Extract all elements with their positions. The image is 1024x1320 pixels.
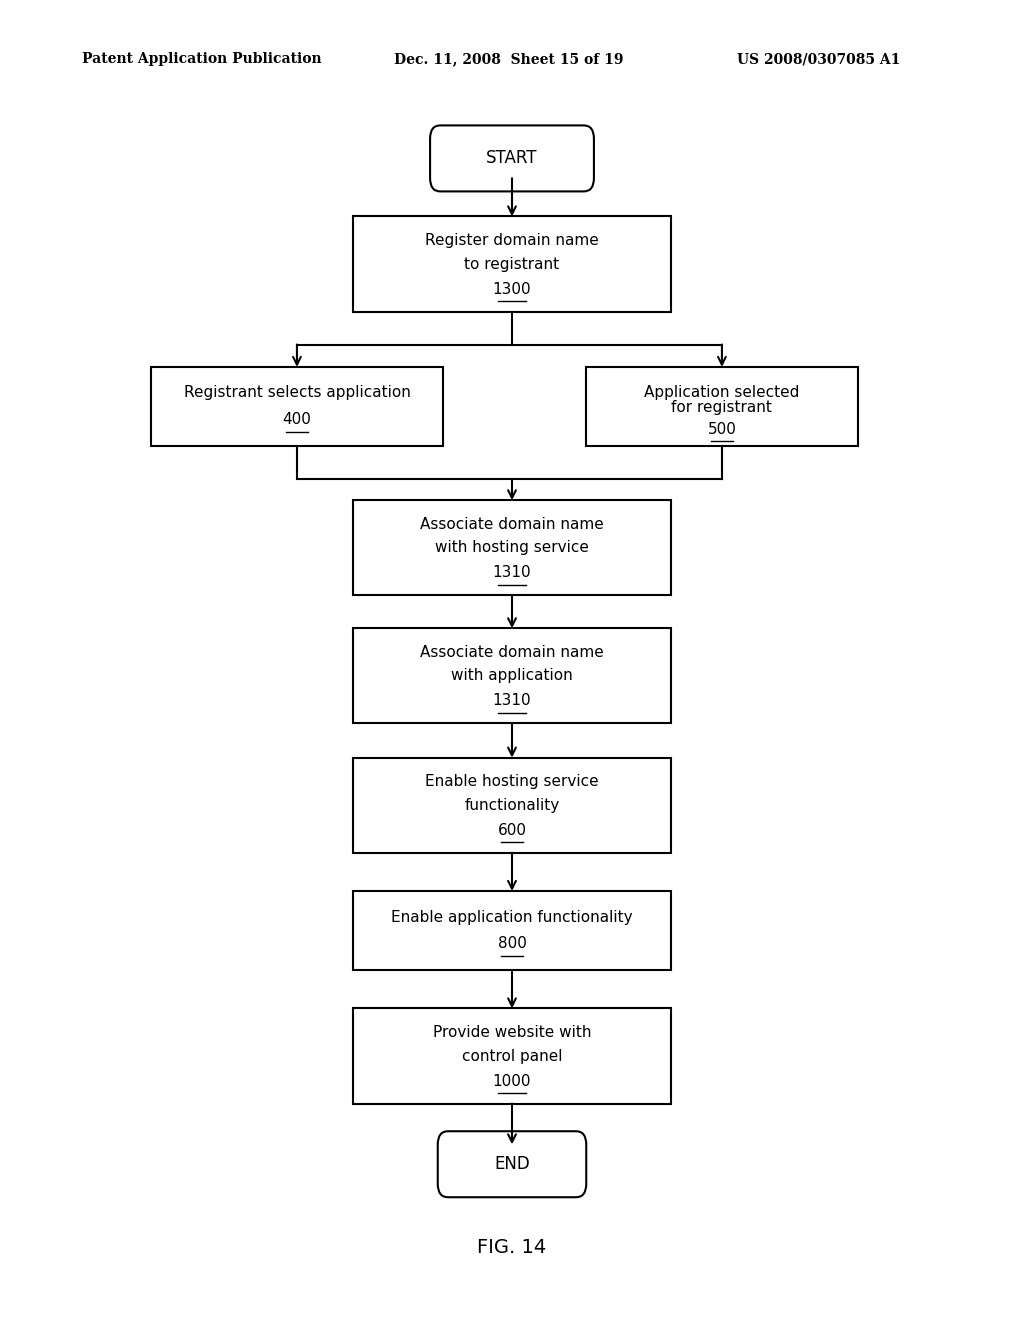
Text: for registrant: for registrant (672, 400, 772, 416)
Text: 600: 600 (498, 822, 526, 838)
FancyBboxPatch shape (438, 1131, 586, 1197)
Text: 1300: 1300 (493, 281, 531, 297)
Text: Dec. 11, 2008  Sheet 15 of 19: Dec. 11, 2008 Sheet 15 of 19 (394, 53, 624, 66)
Text: Register domain name: Register domain name (425, 232, 599, 248)
Text: Associate domain name: Associate domain name (420, 516, 604, 532)
Bar (353, 758, 671, 853)
Text: Patent Application Publication: Patent Application Publication (82, 53, 322, 66)
Text: 500: 500 (708, 421, 736, 437)
Text: to registrant: to registrant (465, 256, 559, 272)
Bar (353, 216, 671, 312)
Bar (353, 500, 671, 595)
Text: 800: 800 (498, 936, 526, 952)
Text: 400: 400 (283, 412, 311, 428)
Bar (353, 628, 671, 723)
Text: control panel: control panel (462, 1048, 562, 1064)
Text: Enable application functionality: Enable application functionality (391, 909, 633, 925)
Text: US 2008/0307085 A1: US 2008/0307085 A1 (737, 53, 901, 66)
Text: 1310: 1310 (493, 565, 531, 581)
Text: Associate domain name: Associate domain name (420, 644, 604, 660)
Text: END: END (495, 1155, 529, 1173)
Text: Provide website with: Provide website with (433, 1024, 591, 1040)
Text: with application: with application (452, 668, 572, 684)
Bar (353, 891, 671, 970)
Text: Registrant selects application: Registrant selects application (183, 384, 411, 400)
FancyBboxPatch shape (430, 125, 594, 191)
Text: 1000: 1000 (493, 1073, 531, 1089)
Text: with hosting service: with hosting service (435, 540, 589, 556)
Text: FIG. 14: FIG. 14 (477, 1238, 547, 1257)
Text: 1310: 1310 (493, 693, 531, 709)
Text: functionality: functionality (464, 797, 560, 813)
Bar (586, 367, 858, 446)
Bar (152, 367, 442, 446)
Bar (353, 1008, 671, 1104)
Text: Enable hosting service: Enable hosting service (425, 774, 599, 789)
Text: START: START (486, 149, 538, 168)
Text: Application selected: Application selected (644, 384, 800, 400)
